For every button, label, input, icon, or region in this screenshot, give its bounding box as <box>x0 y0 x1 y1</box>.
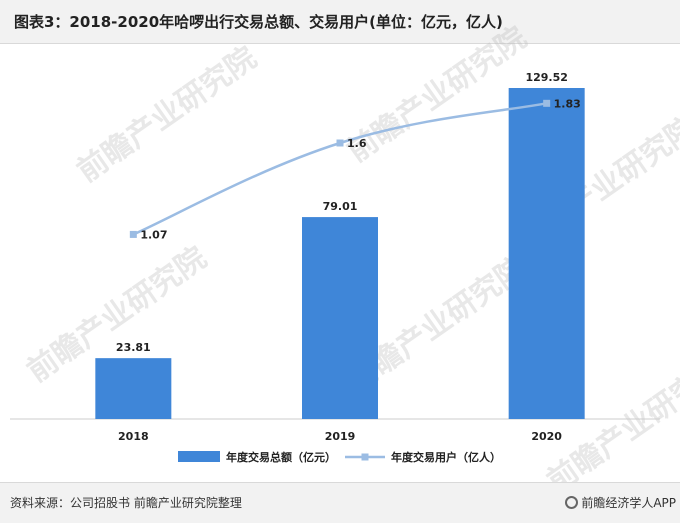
legend-line-marker <box>361 453 369 461</box>
legend-line-label: 年度交易用户（亿人） <box>391 450 501 464</box>
line-series <box>132 102 547 236</box>
source-note: 资料来源：公司招股书 前瞻产业研究院整理 <box>10 496 242 510</box>
bar <box>302 217 378 419</box>
combo-chart: 23.81 2018 79.01 2019 129.52 2020 1.07 1.6 1.83 年… <box>10 71 660 464</box>
line-point <box>543 99 551 107</box>
line-value-label: 1.83 <box>554 97 581 110</box>
line-point <box>336 139 344 147</box>
bar <box>95 358 172 419</box>
x-tick-label: 2018 <box>118 430 149 443</box>
footer: 资料来源：公司招股书 前瞻产业研究院整理 前瞻经济学人APP <box>0 482 680 523</box>
brand-text: 前瞻经济学人APP <box>581 496 676 510</box>
legend-bar-swatch <box>178 451 220 462</box>
x-tick-label: 2020 <box>531 430 562 443</box>
chart-title: 图表3：2018-2020年哈啰出行交易总额、交易用户(单位：亿元，亿人) <box>0 0 680 44</box>
qianzhan-logo-icon <box>565 496 579 509</box>
line-value-label: 1.07 <box>140 228 167 241</box>
line-point <box>129 230 137 238</box>
legend-bar-label: 年度交易总额（亿元） <box>226 450 336 464</box>
bar <box>508 88 585 419</box>
brand-label: 前瞻经济学人APP <box>565 483 676 523</box>
x-tick-label: 2019 <box>325 430 356 443</box>
bar-value-label: 129.52 <box>525 71 567 84</box>
bar-value-label: 79.01 <box>323 200 358 213</box>
bar-value-label: 23.81 <box>116 341 151 354</box>
line-value-label: 1.6 <box>347 137 367 150</box>
